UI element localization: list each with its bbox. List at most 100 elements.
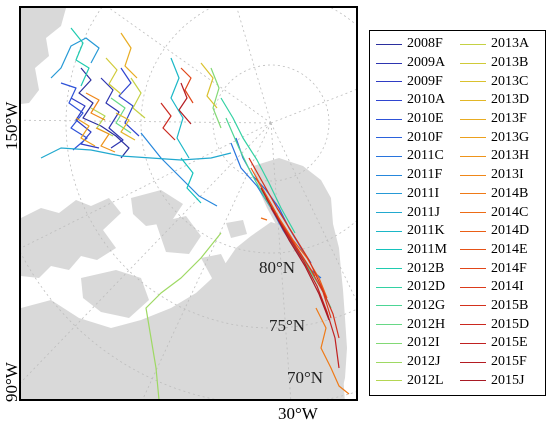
track-2014I[interactable]: [265, 197, 332, 319]
legend-label: 2014B: [491, 185, 529, 201]
latitude-label-75n: 75°N: [269, 316, 305, 335]
land-island-e: [226, 220, 247, 238]
legend-item-2012J: 2012J: [376, 353, 447, 372]
track-2012J[interactable]: [145, 232, 222, 400]
legend-label: 2013D: [491, 92, 530, 108]
track-2014C[interactable]: [260, 217, 268, 221]
legend-swatch: [460, 286, 486, 288]
track-2015J[interactable]: [260, 187, 330, 321]
land-island-a: [131, 190, 183, 226]
land-island-b: [81, 270, 149, 318]
longitude-label-90w: 90°W: [2, 362, 21, 402]
track-2011J[interactable]: [40, 147, 232, 161]
legend-item-2011F: 2011F: [376, 166, 447, 185]
longitude-label-30w: 30°W: [278, 404, 318, 423]
arctic-map[interactable]: 80°N 75°N 70°N: [21, 8, 358, 401]
legend-label: 2009F: [407, 73, 443, 89]
legend-swatch: [376, 305, 402, 307]
legend-swatch: [376, 286, 402, 288]
legend-item-2013G: 2013G: [460, 128, 529, 147]
legend-swatch: [376, 249, 402, 251]
track-2008F[interactable]: [78, 67, 130, 159]
legend-swatch: [460, 268, 486, 270]
meridian-30e: [270, 89, 356, 124]
legend-label: 2011K: [407, 223, 445, 239]
track-2010A[interactable]: [118, 67, 140, 137]
legend-swatch: [460, 361, 486, 363]
track-2011F[interactable]: [140, 132, 218, 207]
legend-item-2013C: 2013C: [460, 72, 529, 91]
legend-swatch: [460, 212, 486, 214]
track-2012B[interactable]: [70, 27, 90, 87]
land-mainland-canada: [21, 222, 345, 399]
track-2015E[interactable]: [270, 207, 340, 369]
legend-column-1: 2008F 2009A 2009F 2010A 2010E 2010F 2011C 2011F…: [376, 35, 447, 390]
track-2013D[interactable]: [115, 112, 136, 141]
legend-swatch: [460, 230, 486, 232]
legend-label: 2013F: [491, 111, 527, 127]
track-2013H[interactable]: [95, 127, 116, 153]
legend-item-2011C: 2011C: [376, 147, 447, 166]
map-panel[interactable]: 80°N 75°N 70°N: [19, 6, 358, 401]
track-2014B[interactable]: [315, 307, 350, 395]
land-canada-archipelago-north: [21, 198, 121, 278]
track-2011M[interactable]: [180, 157, 202, 204]
track-2015F[interactable]: [178, 82, 192, 125]
track-2015D[interactable]: [160, 102, 176, 141]
legend-item-2015J: 2015J: [460, 371, 529, 390]
track-2009F[interactable]: [70, 97, 100, 149]
legend-item-2015B: 2015B: [460, 297, 529, 316]
legend-label: 2014E: [491, 241, 528, 257]
track-2014F[interactable]: [180, 67, 194, 104]
legend-item-2010F: 2010F: [376, 128, 447, 147]
legend-swatch: [460, 305, 486, 307]
legend-label: 2011J: [407, 204, 440, 220]
legend-swatch: [376, 137, 402, 139]
legend-item-2014F: 2014F: [460, 259, 529, 278]
track-2013A[interactable]: [130, 77, 146, 119]
track-2009A[interactable]: [100, 77, 124, 149]
legend-label: 2011F: [407, 167, 443, 183]
legend-item-2014B: 2014B: [460, 185, 529, 204]
legend-label: 2015B: [491, 297, 529, 313]
legend-item-2012G: 2012G: [376, 297, 447, 316]
legend-swatch: [460, 43, 486, 45]
legend-swatch: [376, 212, 402, 214]
legend-label: 2010A: [407, 92, 446, 108]
legend-item-2015D: 2015D: [460, 315, 529, 334]
legend-label: 2012B: [407, 260, 445, 276]
legend-item-2010A: 2010A: [376, 91, 447, 110]
track-2013F[interactable]: [120, 32, 138, 79]
track-2013C[interactable]: [200, 62, 218, 109]
track-2011I[interactable]: [50, 37, 100, 79]
track-2013B[interactable]: [105, 57, 122, 95]
track-2012I[interactable]: [210, 67, 222, 129]
legend-label: 2014D: [491, 223, 530, 239]
legend-label: 2010F: [407, 129, 443, 145]
legend: 2008F 2009A 2009F 2010A 2010E 2010F 2011C 2011F…: [369, 30, 546, 396]
legend-item-2012I: 2012I: [376, 334, 447, 353]
legend-label: 2008F: [407, 36, 443, 52]
legend-swatch: [376, 43, 402, 45]
legend-label: 2009A: [407, 55, 446, 71]
latitude-label-80n: 80°N: [259, 258, 295, 277]
track-2012D[interactable]: [220, 97, 296, 234]
legend-swatch: [376, 361, 402, 363]
meridian-180: [108, 8, 272, 124]
legend-swatch: [460, 155, 486, 157]
legend-label: 2012I: [407, 335, 440, 351]
legend-swatch: [460, 99, 486, 101]
legend-label: 2015E: [491, 335, 528, 351]
legend-item-2011M: 2011M: [376, 241, 447, 260]
track-2015B[interactable]: [248, 157, 340, 339]
legend-label: 2011I: [407, 185, 440, 201]
legend-item-2014I: 2014I: [460, 278, 529, 297]
legend-item-2012H: 2012H: [376, 315, 447, 334]
longitude-label-150w: 150°W: [2, 101, 21, 150]
graticule-75n: [65, 8, 356, 329]
legend-swatch: [460, 324, 486, 326]
track-2010E[interactable]: [60, 82, 88, 151]
track-2013I[interactable]: [85, 92, 106, 121]
track-2013G[interactable]: [75, 117, 96, 147]
track-2011K[interactable]: [170, 57, 190, 159]
